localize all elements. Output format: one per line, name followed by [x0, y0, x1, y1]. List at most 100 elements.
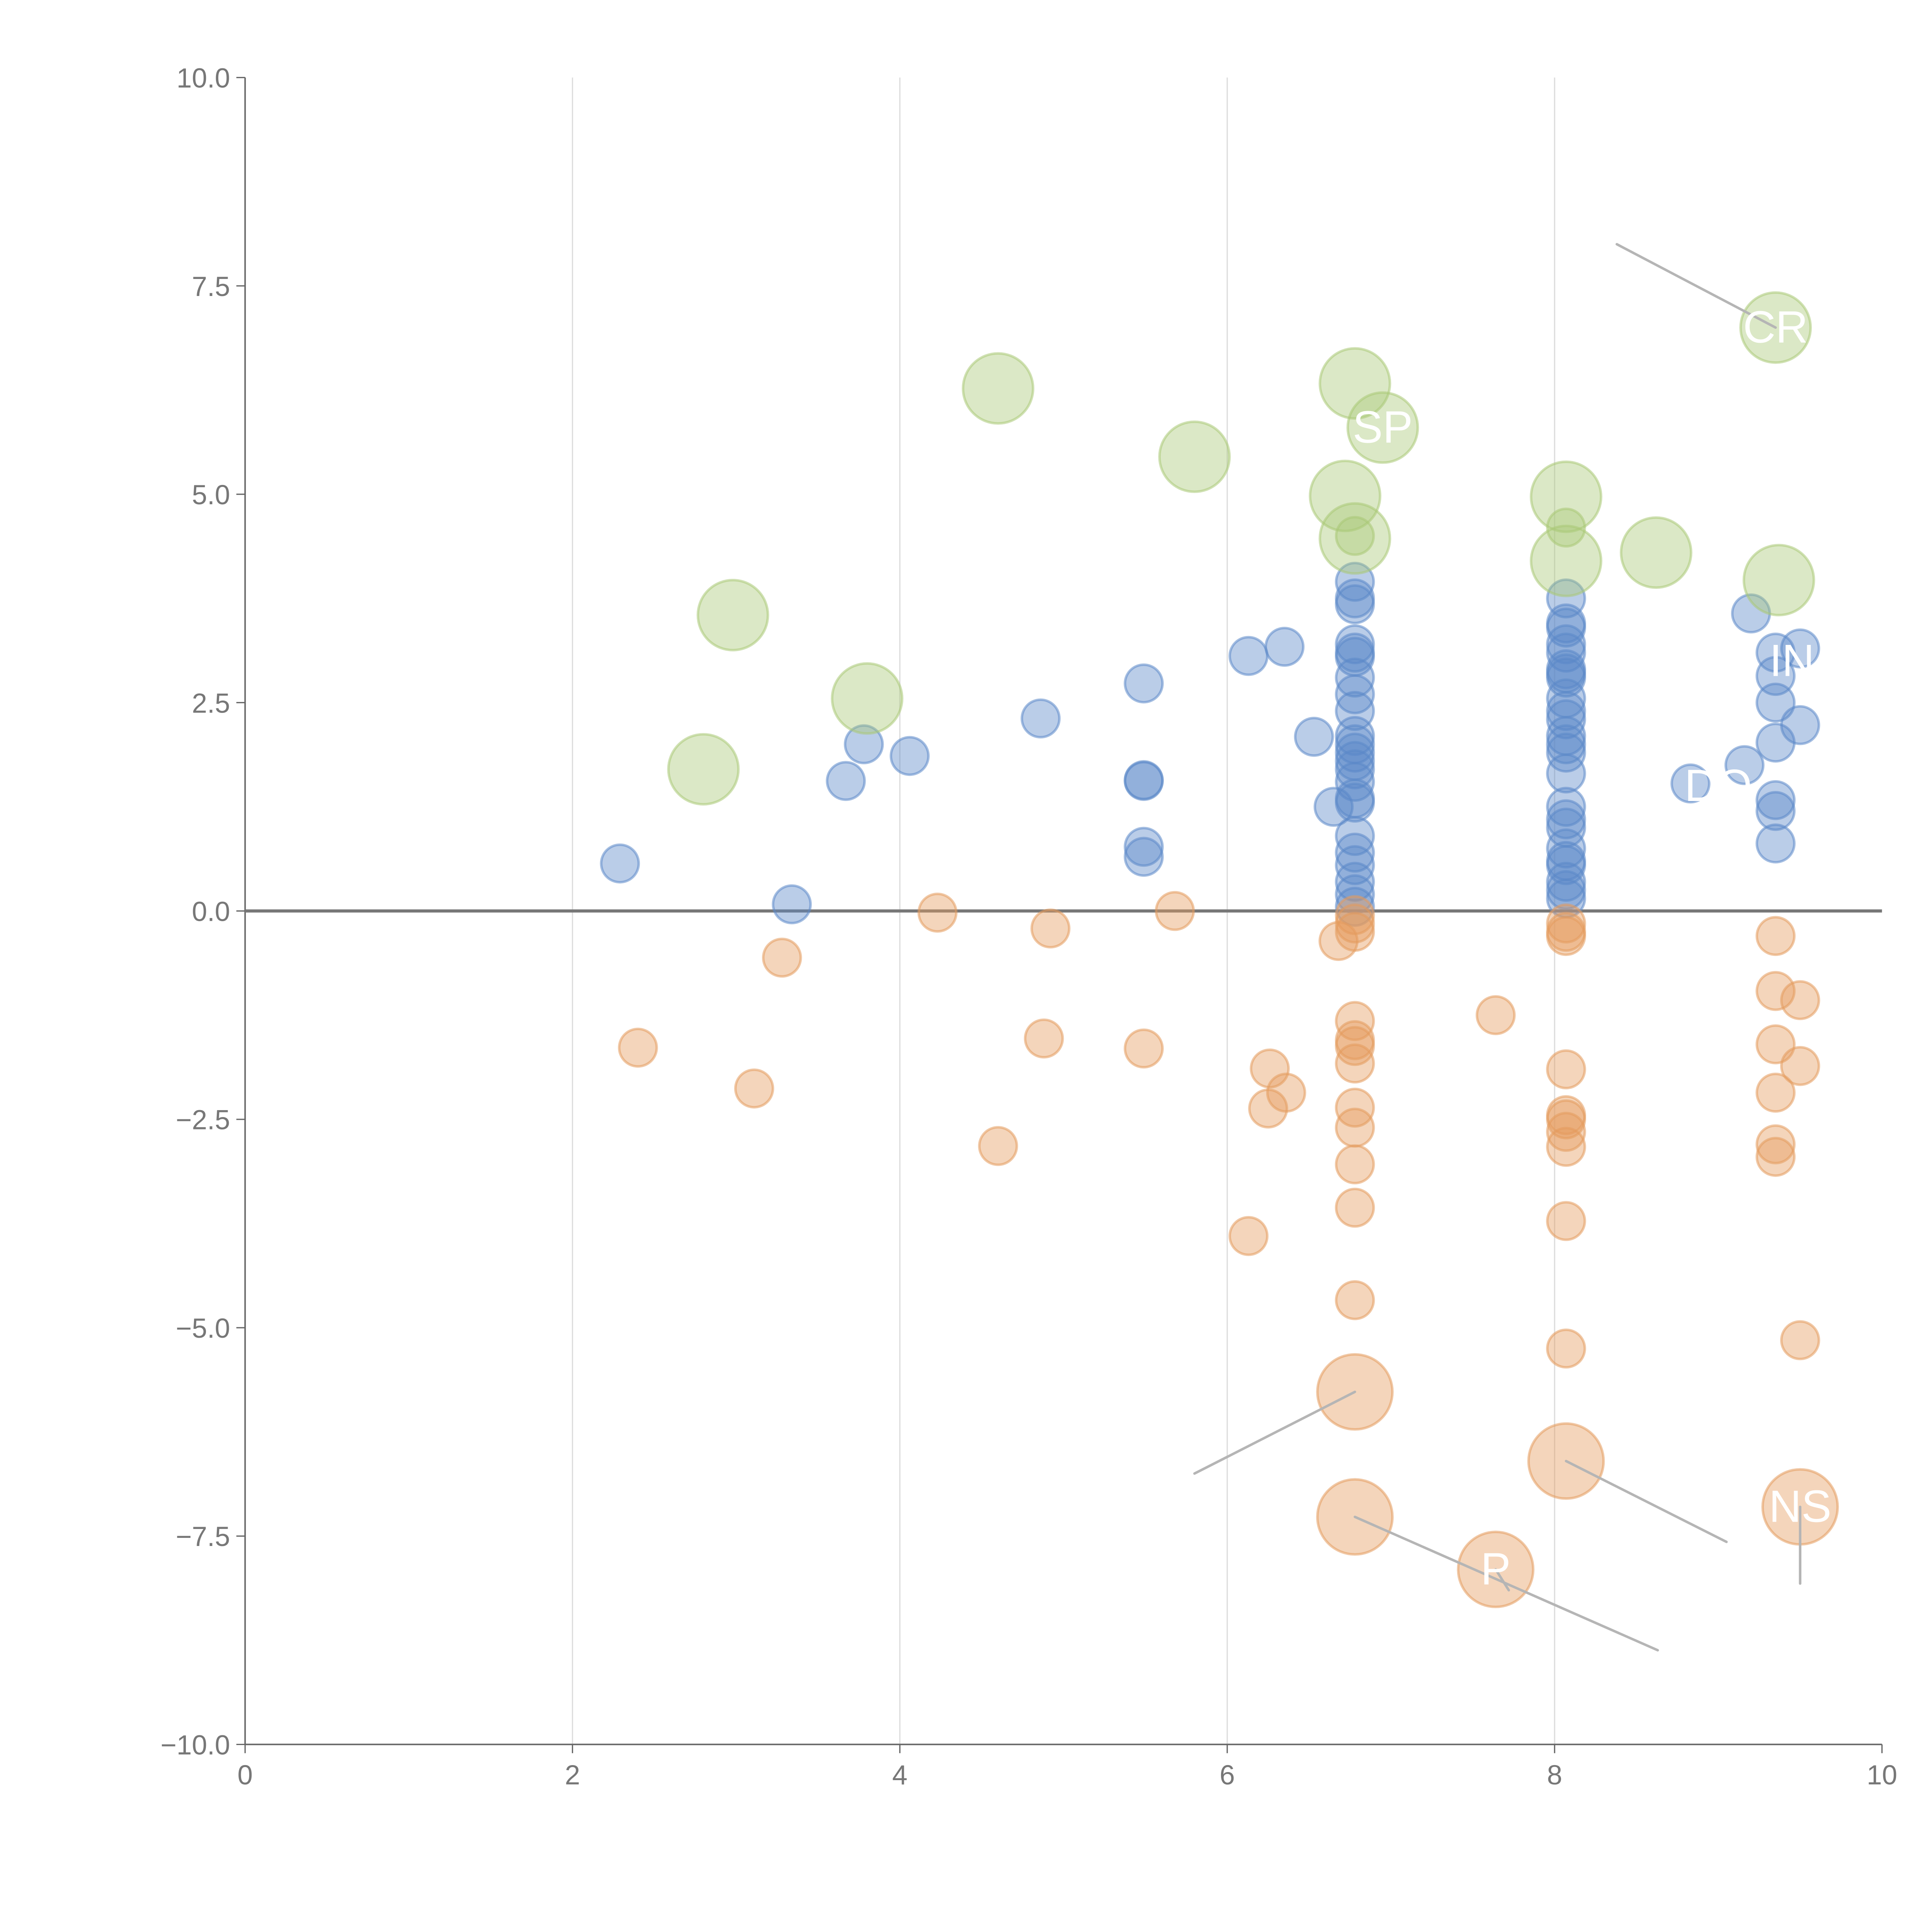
data-point-orange [1476, 995, 1516, 1036]
data-point-green [667, 733, 740, 806]
data-point-blue [1335, 832, 1375, 873]
data-point-green [1346, 391, 1419, 464]
data-point-blue [1546, 753, 1586, 794]
data-point-blue [1335, 749, 1375, 789]
data-point-blue [1335, 657, 1375, 698]
data-point-green [1530, 460, 1602, 533]
y-tick-label: −10.0 [160, 1730, 230, 1760]
annotation-label: CR [1743, 302, 1808, 352]
data-point-blue [1228, 636, 1269, 676]
data-point-orange [1335, 1043, 1375, 1084]
y-tick-label: 10.0 [177, 63, 230, 94]
data-point-blue [772, 884, 812, 925]
annotation-leader-line [1494, 1568, 1510, 1592]
data-point-orange [1124, 1028, 1164, 1069]
axes: 0 2 4 6 8 10 −10.0 −7.5 −5.0 −2.5 0.0 2.5 5.0 7.5 10.0 [160, 63, 1897, 1791]
x-tick-label: 6 [1219, 1760, 1235, 1791]
data-point-green [696, 579, 769, 651]
data-point-green [1309, 459, 1381, 532]
y-tick-label: −7.5 [176, 1522, 230, 1552]
data-point-orange [734, 1068, 774, 1109]
data-point-blue [1546, 733, 1586, 773]
data-point-orange [1780, 1320, 1820, 1361]
data-point-green [962, 352, 1034, 425]
data-point-orange [1155, 891, 1195, 931]
data-point-orange [1266, 1073, 1306, 1113]
data-point-green [1530, 524, 1602, 597]
data-point-orange [1335, 1144, 1375, 1185]
data-point-blue [1546, 870, 1586, 910]
data-point-blue [1335, 584, 1375, 624]
x-tick-label: 0 [238, 1760, 253, 1791]
data-point-blue [1546, 862, 1586, 902]
data-point-blue [1020, 698, 1061, 739]
data-point-blue [1335, 762, 1375, 802]
data-point-orange [1024, 1018, 1064, 1059]
data-point-blue [1335, 782, 1375, 823]
data-points [600, 291, 1839, 1608]
data-point-orange [1755, 1137, 1796, 1177]
annotation-leader-line [1193, 1390, 1356, 1475]
data-point-blue [1335, 733, 1375, 773]
data-point-blue [1294, 717, 1334, 757]
data-point-blue [1546, 787, 1586, 827]
data-point-green [831, 662, 903, 735]
data-point-blue [1755, 723, 1796, 763]
x-tick-label: 4 [892, 1760, 908, 1791]
data-point-orange [1546, 1328, 1586, 1369]
data-point-blue [1780, 628, 1820, 668]
y-tick-label: −5.0 [176, 1313, 230, 1344]
annotation-leader-line [1354, 1515, 1659, 1652]
data-point-orange [1250, 1048, 1290, 1089]
annotation-label: DO [1685, 760, 1752, 811]
annotation-label: NS [1769, 1481, 1832, 1532]
data-point-blue [1755, 780, 1796, 820]
y-tick-label: 5.0 [192, 480, 230, 510]
data-point-blue [1124, 663, 1164, 704]
data-point-blue [844, 724, 884, 764]
data-point-blue [1335, 845, 1375, 885]
data-point-blue [600, 843, 640, 884]
annotation-label: P [1481, 1544, 1511, 1594]
data-point-orange [762, 937, 802, 978]
annotation-label: SP [1353, 402, 1413, 452]
data-point-blue [1755, 791, 1796, 831]
data-point-orange [1755, 1124, 1796, 1165]
data-point-orange [1755, 916, 1796, 956]
data-point-orange [1228, 1216, 1269, 1256]
data-point-blue [889, 736, 930, 776]
data-point-blue [1546, 724, 1586, 764]
annotation-labels: CR SP IN DO NS P [1353, 302, 1832, 1594]
data-point-orange [1755, 1073, 1796, 1113]
y-tick-label: 2.5 [192, 688, 230, 719]
y-tick-label: −2.5 [176, 1105, 230, 1136]
data-point-blue [1755, 682, 1796, 723]
data-point-green [1318, 347, 1391, 420]
x-tick-label: 8 [1547, 1760, 1563, 1791]
data-point-orange [1546, 1099, 1586, 1139]
data-point-blue [1335, 674, 1375, 714]
data-point-blue [1755, 823, 1796, 864]
data-point-blue [1124, 761, 1164, 801]
data-point-orange [1335, 912, 1375, 952]
data-point-blue [1264, 627, 1305, 667]
data-point-blue [1124, 827, 1164, 867]
annotation-leaders [1193, 243, 1801, 1652]
data-point-blue [1546, 828, 1586, 869]
data-point-orange [1546, 903, 1586, 944]
data-point-blue [1755, 633, 1796, 673]
data-point-orange [1335, 1187, 1375, 1228]
data-point-orange [1546, 1127, 1586, 1167]
data-point-blue [1546, 799, 1586, 840]
data-point-orange [1546, 1049, 1586, 1090]
data-point-orange [1755, 971, 1796, 1011]
data-point-blue [1124, 837, 1164, 877]
data-point-orange [1335, 1026, 1375, 1066]
data-point-orange [1546, 1201, 1586, 1241]
data-point-blue [826, 761, 866, 801]
data-point-green [1620, 516, 1692, 589]
data-point-blue [1546, 657, 1586, 698]
x-tick-label: 10 [1867, 1760, 1897, 1791]
data-point-blue [1335, 816, 1375, 856]
